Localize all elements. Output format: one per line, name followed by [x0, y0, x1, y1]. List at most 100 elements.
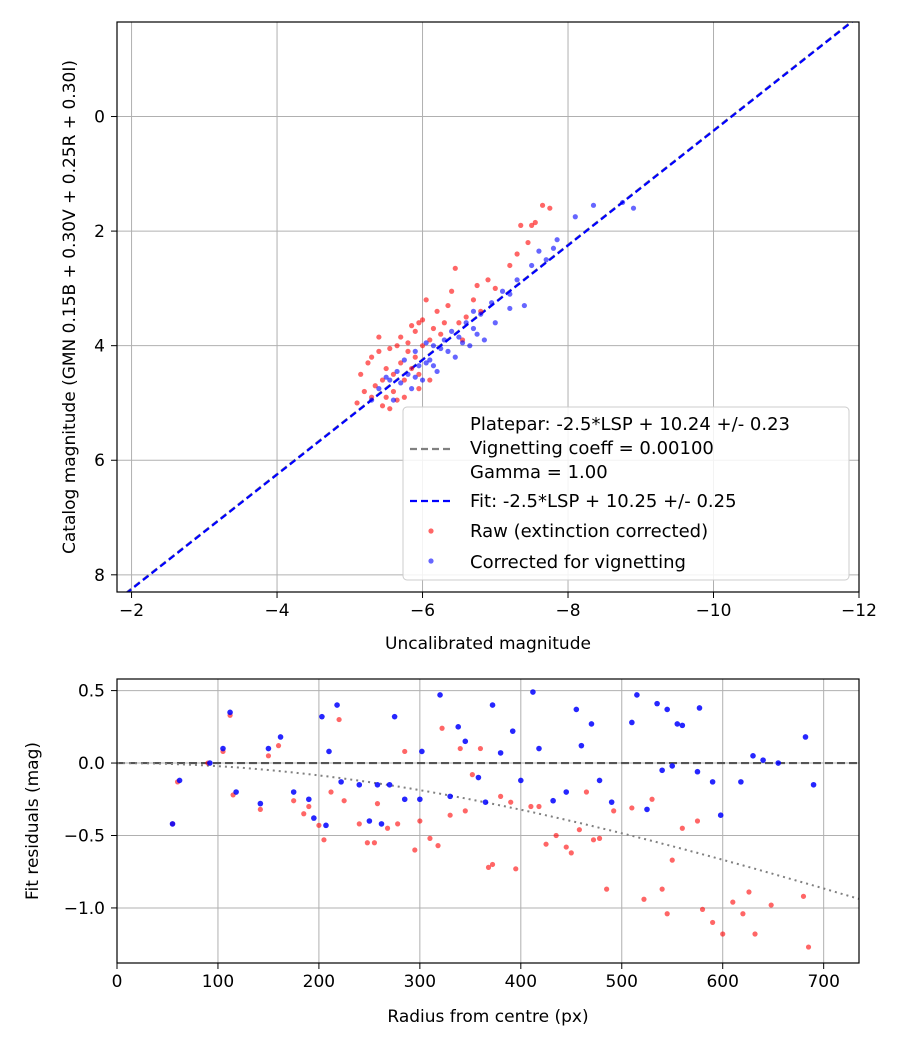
raw-point: [419, 317, 426, 323]
corrected-point: [499, 288, 506, 294]
corrected-point: [554, 237, 560, 243]
raw-residual-point: [477, 745, 484, 752]
corrected-point: [467, 343, 473, 349]
calibration-x-tick-label: −10: [696, 601, 732, 621]
raw-residual-point: [384, 825, 391, 831]
corrected-residual-point: [530, 689, 536, 695]
corrected-residual-point: [323, 822, 329, 829]
corrected-residual-point: [386, 781, 393, 788]
residuals-grid: [116, 679, 859, 963]
raw-point: [412, 354, 418, 360]
residuals-x-tick-label: 400: [505, 972, 537, 992]
corrected-residual-point: [277, 734, 284, 740]
raw-point: [539, 202, 546, 208]
corrected-point: [430, 343, 437, 349]
raw-point: [398, 360, 404, 366]
raw-residual-point: [435, 843, 441, 849]
raw-point: [430, 325, 437, 332]
raw-residual-point: [596, 835, 603, 841]
corrected-residual-point: [391, 713, 398, 720]
residuals-x-axis-label: Radius from centre (px): [387, 1007, 588, 1027]
corrected-point: [423, 340, 429, 346]
corrected-residual-point: [709, 779, 716, 785]
raw-point: [445, 302, 451, 309]
raw-residual-point: [462, 808, 468, 814]
raw-residual-point: [720, 931, 726, 937]
raw-point: [376, 334, 382, 340]
raw-point: [394, 397, 400, 403]
raw-residual-point: [336, 716, 342, 723]
corrected-residual-point: [419, 748, 425, 755]
raw-point: [434, 308, 440, 314]
raw-point: [449, 288, 455, 294]
raw-point: [416, 320, 422, 326]
corrected-point: [470, 325, 477, 332]
corrected-residual-point: [257, 800, 264, 807]
corrected-residual-point: [447, 793, 453, 800]
raw-residual-point: [604, 886, 610, 892]
corrected-point: [427, 357, 433, 363]
corrected-residual-point: [717, 812, 724, 819]
corrected-point: [489, 300, 495, 306]
raw-point: [456, 320, 462, 326]
corrected-point: [445, 348, 451, 354]
raw-residual-point: [659, 886, 665, 892]
residuals-x-tick-label: 100: [202, 972, 234, 992]
raw-residual-point: [275, 743, 282, 749]
corrected-residual-point: [265, 745, 272, 752]
residuals-x-tick-label: 600: [706, 972, 738, 992]
corrected-point: [369, 397, 375, 403]
raw-residual-point: [427, 835, 433, 841]
calibration-axes-frame: [116, 21, 860, 593]
corrected-point: [619, 199, 626, 206]
corrected-point: [390, 397, 397, 403]
corrected-residual-point: [176, 777, 183, 784]
corrected-point: [536, 248, 542, 254]
corrected-point: [514, 277, 520, 283]
corrected-point: [416, 363, 422, 369]
raw-point: [470, 297, 477, 303]
raw-residual-point: [374, 801, 381, 807]
raw-point: [405, 340, 411, 346]
raw-residual-point: [710, 919, 716, 926]
calibration-x-tick-label: −8: [555, 601, 580, 621]
raw-residual-point: [364, 840, 370, 846]
raw-residual-point: [800, 893, 807, 899]
legend-raw-label: Raw (extinction corrected): [470, 521, 708, 542]
corrected-residual-point: [738, 779, 744, 785]
raw-point: [525, 239, 531, 246]
raw-residual-point: [412, 847, 418, 853]
corrected-residual-point: [664, 706, 670, 713]
corrected-point: [441, 337, 447, 343]
corrected-residual-point: [634, 692, 640, 698]
raw-point: [441, 320, 447, 326]
corrected-residual-point: [306, 796, 312, 803]
corrected-residual-point: [497, 750, 504, 756]
raw-point: [361, 388, 367, 395]
raw-point: [463, 314, 469, 320]
residuals-y-axis-label: Fit residuals (mag): [23, 742, 43, 900]
calibration-y-tick-label: 0: [94, 108, 105, 128]
corrected-residual-point: [366, 818, 373, 824]
raw-residual-point: [694, 818, 701, 824]
corrected-point: [507, 291, 513, 297]
corrected-point: [376, 386, 382, 392]
corrected-point: [478, 311, 484, 317]
raw-residual-point: [768, 902, 774, 908]
raw-residual-point: [457, 745, 463, 752]
residuals-x-tick-label: 300: [404, 972, 436, 992]
raw-residual-point: [669, 857, 675, 863]
raw-residual-point: [341, 798, 347, 804]
calibration-y-tick-label: 2: [94, 222, 105, 242]
corrected-point: [409, 386, 415, 392]
raw-point: [383, 394, 389, 400]
corrected-residual-point: [437, 692, 443, 698]
calibration-y-tick-label: 8: [94, 566, 105, 586]
raw-residual-point: [301, 811, 307, 817]
raw-residual-point: [536, 803, 542, 810]
corrected-residual-point: [810, 781, 817, 788]
legend-corrected-swatch: [428, 558, 434, 564]
residuals-y-tick-label: −1.0: [64, 899, 105, 919]
corrected-residual-point: [455, 724, 462, 730]
residuals-axes-frame: [116, 678, 860, 964]
